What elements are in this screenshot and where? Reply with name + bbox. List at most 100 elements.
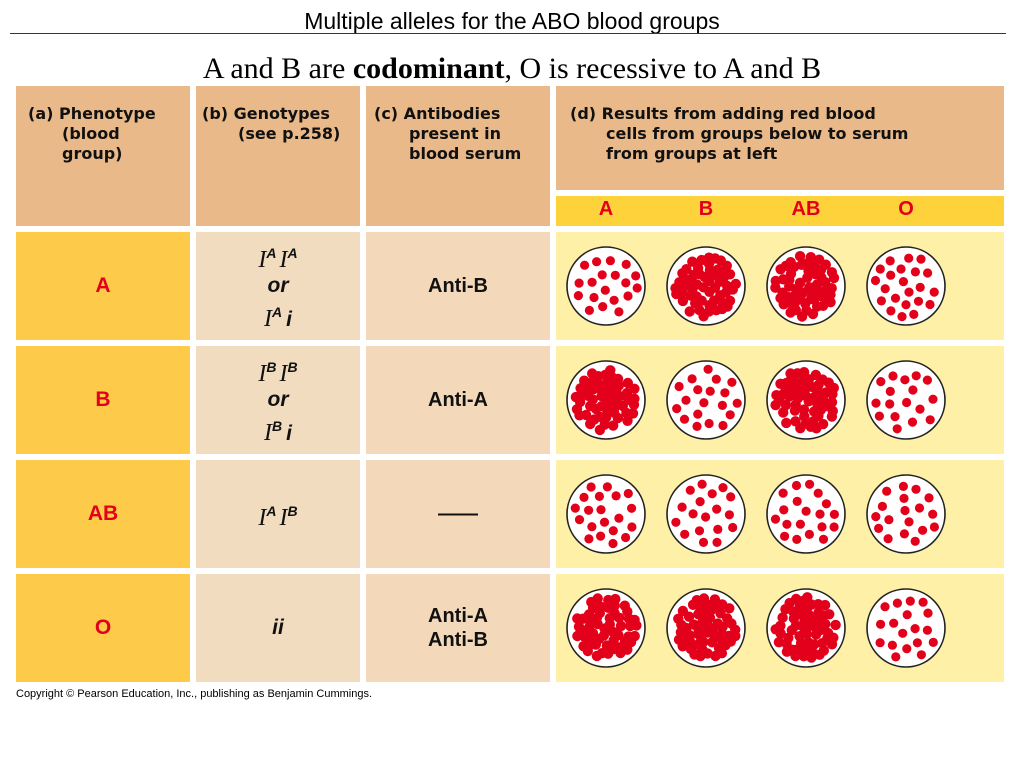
red-blood-cell [923,608,933,618]
antibodies-b: Anti-A [366,346,550,454]
red-blood-cell [695,497,705,507]
red-blood-cell [904,253,914,263]
red-blood-cell [789,405,801,416]
header-phenotype-line-1: (a) Phenotype [28,104,156,123]
red-blood-cell [579,631,590,643]
red-blood-cell [621,259,631,269]
red-blood-cell [925,415,935,425]
red-blood-cell [726,492,736,502]
red-blood-cell [730,278,741,290]
red-blood-cell [875,264,885,274]
red-blood-cell [911,484,921,494]
result-dish-a-serum-ab-cells [766,246,846,326]
red-blood-cell [887,640,897,650]
allele-superscript: B [287,358,298,375]
red-blood-cell [594,491,604,501]
red-blood-cell [775,264,786,275]
red-blood-cell [632,283,642,293]
red-blood-cell [819,599,831,611]
red-blood-cell [809,639,820,650]
red-blood-cell [609,295,619,305]
red-blood-cell [596,505,606,515]
red-blood-cell [818,610,829,621]
red-blood-cell [631,271,641,281]
red-blood-cell [928,637,938,647]
result-dish-ab-serum-a-cells [566,474,646,554]
result-dish-a-serum-o-cells [866,246,946,326]
red-blood-cell [627,522,637,532]
red-blood-cell [704,300,715,311]
red-blood-cell [592,257,602,267]
red-blood-cell [820,401,831,412]
phenotype-o: O [16,574,190,682]
red-blood-cell [923,268,933,278]
red-blood-cell [775,628,786,639]
antibody-label: —— [438,503,478,525]
red-blood-cell [718,483,728,493]
red-blood-cell [732,398,742,408]
red-blood-cell [922,375,932,385]
red-blood-cell [671,288,682,300]
red-blood-cell [727,377,737,387]
red-blood-cell [899,493,909,503]
red-blood-cell [896,264,906,274]
red-blood-cell [584,622,595,633]
red-blood-cell [623,631,634,642]
red-blood-cell [726,618,737,629]
red-blood-cell [829,522,839,532]
red-blood-cell [800,418,811,429]
allele-base: I [279,360,288,387]
red-blood-cell [912,638,922,648]
red-blood-cell [615,620,627,632]
red-blood-cell [898,628,908,638]
red-blood-cell [915,282,925,292]
red-blood-cell [611,491,621,501]
red-blood-cell [711,374,721,384]
red-blood-cell [712,504,722,514]
header-genotypes-line-2: (see p.258) [238,124,341,143]
result-column-ab: AB [791,198,821,220]
red-blood-cell [815,624,826,636]
red-blood-cell [597,270,607,280]
red-blood-cell [593,633,605,645]
red-blood-cell [722,280,733,292]
red-blood-cell [720,388,730,398]
red-blood-cell [798,651,809,662]
result-dish-b-serum-ab-cells [766,360,846,440]
genotype-ii: ii [272,616,284,639]
red-blood-cell [902,397,912,408]
genotype-line-2: IA i [264,299,292,333]
red-blood-cell [801,382,812,393]
red-blood-cell [904,287,914,297]
red-blood-cell [781,646,793,657]
red-blood-cell [910,267,920,277]
antibody-label: Anti-B [428,629,488,651]
red-blood-cell [794,608,806,620]
antibody-label: Anti-A [428,389,488,411]
red-blood-cell [913,296,924,306]
red-blood-cell [690,298,701,309]
result-dish-o-serum-ab-cells [766,588,846,668]
allele-superscript: A [287,244,298,261]
red-blood-cell [901,300,911,310]
red-blood-cell [795,293,806,304]
red-blood-cell [681,264,692,275]
red-blood-cell [829,509,839,519]
red-blood-cell [870,275,881,286]
genotype-line-2: IB i [264,413,292,447]
red-blood-cell [883,534,893,544]
red-blood-cell [691,595,702,606]
red-blood-cell [784,281,795,292]
red-blood-cell [791,283,803,294]
red-blood-cell [915,404,925,414]
red-blood-cell [790,620,802,631]
red-blood-cell [880,284,890,294]
red-blood-cell [898,481,908,491]
red-blood-cell [592,593,603,604]
red-blood-cell [584,534,594,544]
red-blood-cell [622,415,633,426]
red-blood-cell [821,499,831,509]
allele-superscript: A [266,502,277,519]
red-blood-cell [684,306,695,317]
red-blood-cell [774,395,785,406]
